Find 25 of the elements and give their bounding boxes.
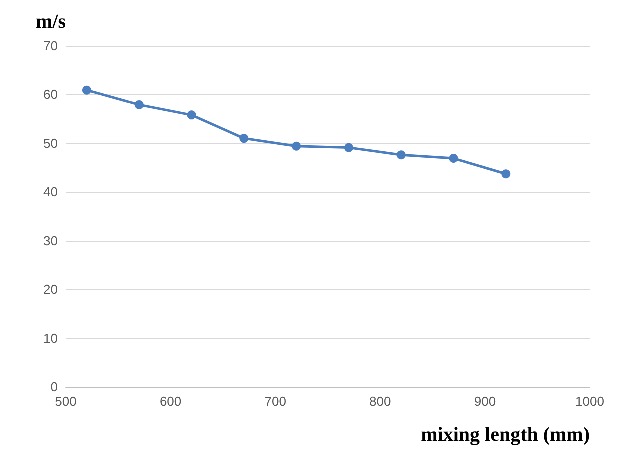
point — [292, 142, 302, 151]
point — [502, 170, 511, 179]
y-axis-title: m/s — [36, 11, 66, 33]
x-tick-label: 500 — [55, 394, 77, 409]
x-tick-label: 600 — [160, 394, 182, 409]
point — [344, 143, 354, 152]
point — [82, 86, 92, 95]
x-tick-label: 800 — [370, 394, 392, 409]
y-tick-label: 50 — [44, 136, 58, 151]
y-tick-label: 20 — [44, 282, 58, 298]
point — [134, 100, 144, 110]
point — [449, 154, 458, 164]
point — [396, 150, 406, 160]
point — [240, 134, 249, 144]
y-tick-label: 40 — [44, 184, 58, 200]
y-tick-label: 0 — [50, 380, 58, 394]
x-axis-title: mixing length (mm) — [421, 424, 590, 446]
x-tick-label: 1000 — [576, 394, 604, 409]
point — [187, 110, 196, 120]
y-tick-label: 10 — [44, 330, 58, 346]
x-tick-label: 700 — [264, 394, 286, 409]
x-tick-label: 900 — [474, 394, 496, 409]
y-tick-label: 60 — [44, 87, 58, 102]
y-tick-label: 30 — [44, 233, 58, 248]
y-tick-label: 70 — [44, 38, 58, 54]
